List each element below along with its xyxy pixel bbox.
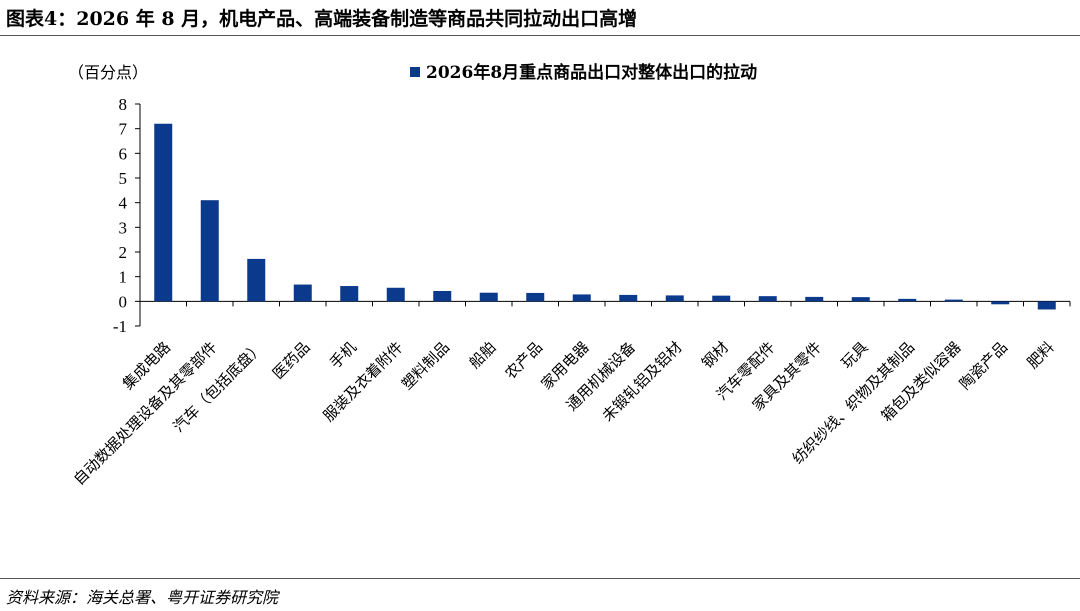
bar	[944, 299, 963, 302]
y-tick-labels: -1 0 1 2 3 4 5 6 7 8	[113, 95, 128, 336]
bar	[898, 298, 917, 302]
axes	[135, 103, 1071, 327]
legend: 2026年8月重点商品出口对整体出口的拉动	[410, 62, 757, 83]
y-tick-label: 5	[119, 169, 128, 188]
bar-chart: 2026年8月重点商品出口对整体出口的拉动 （百分点） -1012345678 …	[68, 62, 1071, 489]
x-category-label: 未锻轧铝及铝材	[599, 338, 686, 425]
y-tick-label: 1	[119, 268, 128, 287]
y-tick-label: 0	[119, 292, 128, 311]
x-category-label: 服装及衣着附件	[320, 338, 407, 425]
bar	[433, 290, 452, 302]
x-category-label: 塑料制品	[398, 338, 453, 393]
x-category-label: 手机	[326, 338, 360, 372]
figure-title: 图表4：2026 年 8 月，机电产品、高端装备制造等商品共同拉动出口高增	[6, 8, 638, 30]
y-tick-label: 8	[119, 95, 128, 114]
bar	[1037, 301, 1056, 310]
y-tick-label: 3	[119, 218, 128, 237]
bar	[386, 287, 405, 302]
bar	[340, 286, 359, 302]
x-category-label: 箱包及类似容器	[878, 338, 965, 425]
bar	[526, 292, 545, 302]
bar	[805, 296, 824, 302]
top-divider	[0, 35, 1080, 36]
legend-swatch	[410, 67, 420, 77]
bar	[991, 301, 1010, 305]
source-note: 资料来源：海关总署、粤开证券研究院	[6, 588, 279, 607]
y-tick-label: -1	[113, 317, 127, 336]
bar	[479, 292, 498, 302]
bar	[293, 284, 312, 302]
bar	[154, 123, 173, 302]
y-tick-label: 6	[119, 144, 128, 163]
bottom-divider	[0, 578, 1080, 579]
bar	[619, 294, 638, 302]
x-category-label: 农产品	[502, 338, 547, 383]
bar	[247, 258, 266, 302]
x-category-label: 医药品	[269, 338, 314, 383]
bars	[154, 123, 1056, 310]
y-tick-label: 4	[119, 194, 128, 213]
x-category-label: 陶瓷产品	[956, 338, 1011, 393]
x-category-label: 玩具	[838, 338, 872, 372]
x-category-label: 钢材	[698, 338, 732, 372]
bar	[665, 295, 684, 302]
x-category-label: 船舶	[466, 338, 500, 372]
bar	[200, 200, 219, 302]
bar	[758, 296, 777, 302]
y-axis-unit-label: （百分点）	[68, 63, 148, 82]
y-tick-label: 2	[119, 243, 128, 262]
y-tick-label: 7	[119, 120, 128, 139]
bar	[572, 294, 591, 302]
bar	[851, 297, 870, 302]
bar	[712, 295, 731, 302]
legend-label: 2026年8月重点商品出口对整体出口的拉动	[426, 62, 757, 83]
x-category-label: 肥料	[1024, 338, 1058, 372]
